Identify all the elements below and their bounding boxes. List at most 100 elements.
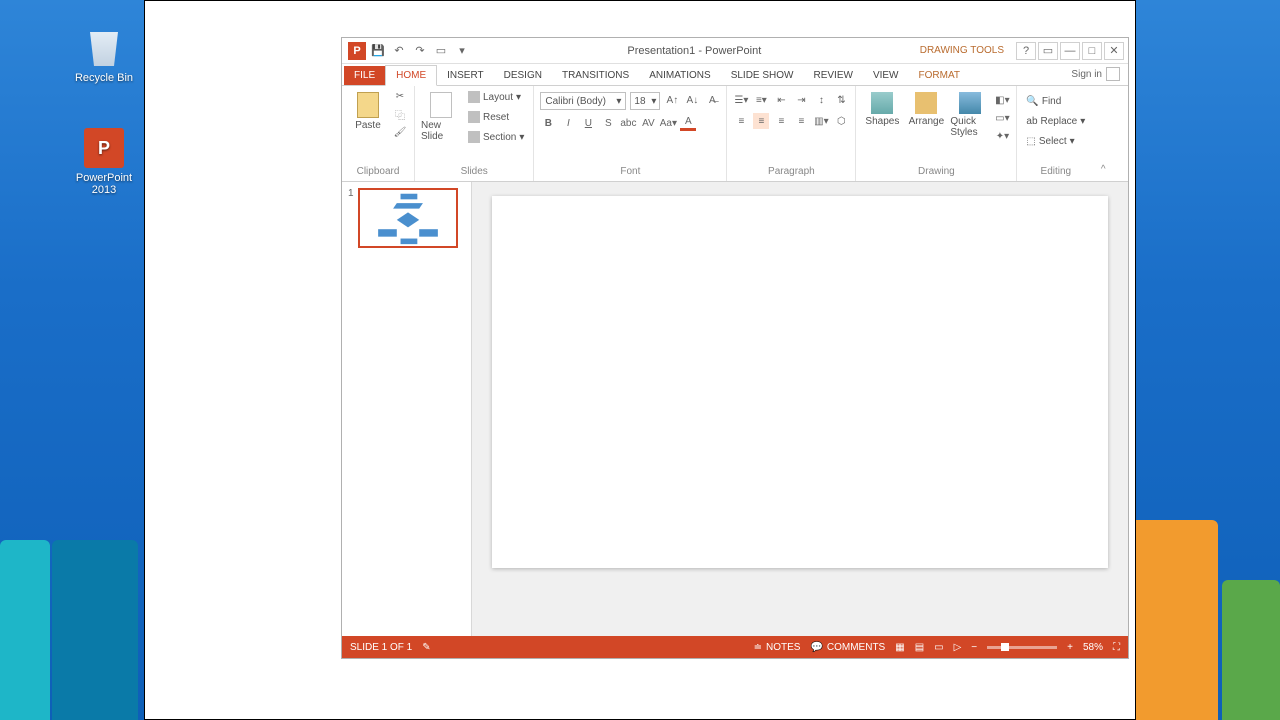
save-button[interactable]: 💾: [369, 42, 387, 60]
help-button[interactable]: ?: [1016, 42, 1036, 60]
ribbon: Paste ✂ ⿻ 🖌 Clipboard New Slide: [342, 86, 1128, 182]
numbering-button[interactable]: ≡▾: [753, 92, 769, 108]
italic-button[interactable]: I: [560, 115, 576, 131]
thumbnail-panel: 1: [342, 182, 472, 636]
zoom-slider[interactable]: [987, 646, 1057, 649]
reset-button[interactable]: Reset: [465, 108, 527, 126]
group-editing: 🔍Find abReplace▾ ⬚Select▾ Editing: [1017, 86, 1094, 181]
slide[interactable]: [492, 196, 1108, 568]
zoom-level[interactable]: 58%: [1083, 642, 1103, 653]
shape-effects-button[interactable]: ✦▾: [994, 128, 1010, 144]
start-slideshow-button[interactable]: ▭: [432, 42, 450, 60]
align-right-button[interactable]: ≡: [773, 113, 789, 129]
recycle-bin-icon: [84, 28, 124, 68]
cut-button[interactable]: ✂: [392, 88, 408, 104]
quick-styles-button[interactable]: Quick Styles: [950, 88, 990, 138]
font-name-combo[interactable]: Calibri (Body)▾: [540, 92, 626, 110]
section-button[interactable]: Section▾: [465, 128, 527, 146]
font-color-button[interactable]: A: [680, 115, 696, 131]
arrange-icon: [915, 92, 937, 114]
close-button[interactable]: ✕: [1104, 42, 1124, 60]
new-slide-button[interactable]: New Slide: [421, 88, 461, 142]
clear-formatting-button[interactable]: A̶: [704, 92, 720, 108]
slide-thumbnail[interactable]: [358, 188, 458, 248]
fit-to-window-button[interactable]: ⛶: [1113, 642, 1120, 653]
quick-styles-icon: [959, 92, 981, 114]
tab-slideshow[interactable]: SLIDE SHOW: [721, 66, 804, 85]
decrease-indent-button[interactable]: ⇤: [773, 92, 789, 108]
tab-file[interactable]: FILE: [344, 66, 385, 85]
tab-transitions[interactable]: TRANSITIONS: [552, 66, 639, 85]
decoration: [1222, 580, 1280, 720]
bold-button[interactable]: B: [540, 115, 556, 131]
line-spacing-button[interactable]: ↕: [813, 92, 829, 108]
group-label: Slides: [421, 164, 527, 181]
slide-canvas-area[interactable]: [472, 182, 1128, 636]
tab-insert[interactable]: INSERT: [437, 66, 494, 85]
text-direction-button[interactable]: ⇅: [833, 92, 849, 108]
grow-font-button[interactable]: A↑: [664, 92, 680, 108]
user-icon: [1106, 67, 1120, 81]
align-center-button[interactable]: ≡: [753, 113, 769, 129]
qat-dropdown[interactable]: ▾: [453, 42, 471, 60]
zoom-out-button[interactable]: −: [971, 642, 977, 653]
tab-format[interactable]: FORMAT: [909, 66, 970, 85]
shadow-button[interactable]: abc: [620, 115, 636, 131]
group-label: Font: [540, 164, 720, 181]
slideshow-view-button[interactable]: ▷: [954, 642, 962, 653]
ribbon-display-button[interactable]: ▭: [1038, 42, 1058, 60]
redo-button[interactable]: ↷: [411, 42, 429, 60]
arrange-button[interactable]: Arrange: [906, 88, 946, 127]
shape-fill-button[interactable]: ◧▾: [994, 92, 1010, 108]
select-button[interactable]: ⬚Select▾: [1023, 132, 1088, 150]
spacing-button[interactable]: AV: [640, 115, 656, 131]
find-icon: 🔍: [1026, 96, 1038, 107]
group-paragraph: ☰▾ ≡▾ ⇤ ⇥ ↕ ⇅ ≡ ≡ ≡ ≡ ▥▾ ⬡: [727, 86, 856, 181]
desktop-icon-powerpoint[interactable]: P PowerPoint 2013: [72, 128, 136, 196]
maximize-button[interactable]: □: [1082, 42, 1102, 60]
group-clipboard: Paste ✂ ⿻ 🖌 Clipboard: [342, 86, 415, 181]
tab-design[interactable]: DESIGN: [494, 66, 552, 85]
align-left-button[interactable]: ≡: [733, 113, 749, 129]
shapes-button[interactable]: Shapes: [862, 88, 902, 127]
thumbnail-number: 1: [348, 188, 354, 248]
desktop-icon-recycle-bin[interactable]: Recycle Bin: [72, 28, 136, 84]
reading-view-button[interactable]: ▭: [934, 642, 943, 653]
shrink-font-button[interactable]: A↓: [684, 92, 700, 108]
replace-button[interactable]: abReplace▾: [1023, 112, 1088, 130]
sign-in[interactable]: Sign in: [1063, 63, 1128, 85]
slide-indicator[interactable]: SLIDE 1 OF 1: [350, 642, 412, 653]
underline-button[interactable]: U: [580, 115, 596, 131]
work-area: 1: [342, 182, 1128, 636]
minimize-button[interactable]: —: [1060, 42, 1080, 60]
case-button[interactable]: Aa▾: [660, 115, 676, 131]
tab-view[interactable]: VIEW: [863, 66, 909, 85]
find-button[interactable]: 🔍Find: [1023, 92, 1088, 110]
tab-animations[interactable]: ANIMATIONS: [639, 66, 720, 85]
tab-home[interactable]: HOME: [385, 65, 437, 86]
zoom-in-button[interactable]: +: [1067, 642, 1073, 653]
collapse-ribbon-button[interactable]: ^: [1094, 86, 1112, 181]
app-icon[interactable]: P: [348, 42, 366, 60]
tab-review[interactable]: REVIEW: [803, 66, 862, 85]
smartart-button[interactable]: ⬡: [833, 113, 849, 129]
increase-indent-button[interactable]: ⇥: [793, 92, 809, 108]
sorter-view-button[interactable]: ▤: [915, 642, 924, 653]
layout-button[interactable]: Layout▾: [465, 88, 527, 106]
paste-button[interactable]: Paste: [348, 88, 388, 131]
normal-view-button[interactable]: ▦: [895, 642, 904, 653]
justify-button[interactable]: ≡: [793, 113, 809, 129]
spell-check-icon[interactable]: ✎: [422, 642, 430, 653]
comments-button[interactable]: 💬 COMMENTS: [810, 642, 885, 653]
group-drawing: Shapes Arrange Quick Styles ◧▾ ▭▾ ✦▾ Dra…: [856, 86, 1017, 181]
undo-button[interactable]: ↶: [390, 42, 408, 60]
format-painter-button[interactable]: 🖌: [392, 124, 408, 140]
strike-button[interactable]: S: [600, 115, 616, 131]
font-size-combo[interactable]: 18▾: [630, 92, 660, 110]
window-title: Presentation1 - PowerPoint: [477, 45, 912, 57]
notes-button[interactable]: ≐ NOTES: [754, 642, 801, 653]
bullets-button[interactable]: ☰▾: [733, 92, 749, 108]
copy-button[interactable]: ⿻: [392, 106, 408, 122]
columns-button[interactable]: ▥▾: [813, 113, 829, 129]
shape-outline-button[interactable]: ▭▾: [994, 110, 1010, 126]
